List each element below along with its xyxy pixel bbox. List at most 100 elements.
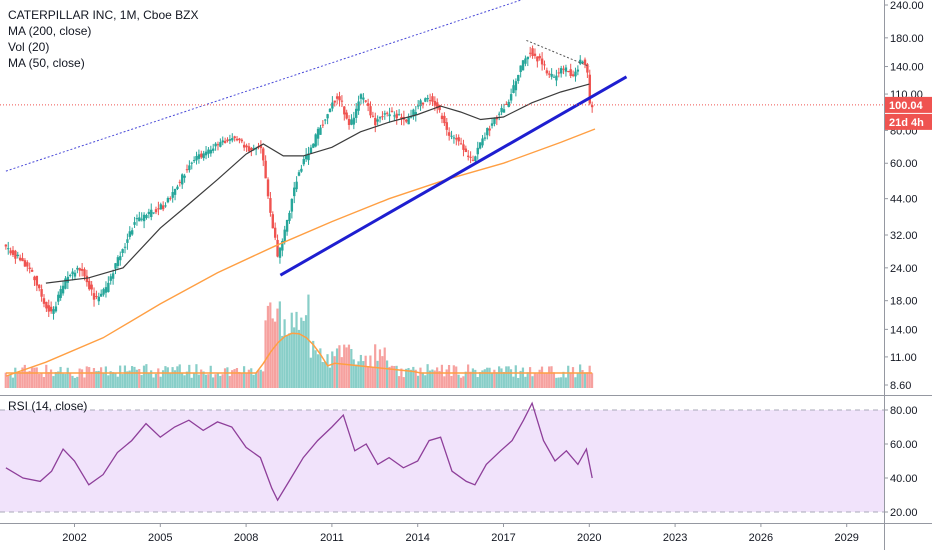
volume-bar	[54, 372, 57, 388]
rsi-tick-label: 40.00	[890, 473, 918, 485]
volume-bar	[526, 372, 529, 388]
candle-body	[169, 198, 172, 200]
volume-bar	[345, 347, 348, 388]
volume-bar	[18, 372, 22, 388]
candle-body	[176, 186, 179, 190]
volume-bar	[521, 367, 525, 388]
volume-bar	[524, 376, 527, 388]
legend-rsi: RSI (14, close)	[8, 399, 88, 413]
candle-body	[533, 53, 537, 56]
candle-body	[366, 103, 370, 106]
volume-bar	[557, 377, 560, 388]
candle-body	[264, 160, 267, 179]
candle-body	[443, 115, 446, 124]
volume-bar	[276, 308, 279, 388]
volume-bar	[47, 372, 50, 388]
candle-body	[161, 205, 165, 210]
volume-bar	[235, 368, 239, 388]
volume-bar	[85, 366, 88, 388]
candle-body	[64, 278, 67, 289]
candle-body	[567, 71, 570, 73]
volume-bar	[531, 376, 534, 388]
candle-body	[493, 118, 496, 124]
volume-bar	[269, 302, 272, 388]
candle-body	[285, 219, 289, 232]
candle-body	[123, 246, 127, 248]
volume-bar	[550, 366, 553, 388]
candle-body	[23, 260, 27, 267]
candle-body	[338, 96, 341, 101]
volume-bar	[436, 367, 439, 388]
candle-body	[281, 241, 284, 251]
candle-body	[545, 70, 549, 74]
volume-bar	[121, 374, 124, 388]
countdown-label: 21d 4h	[889, 117, 924, 129]
legend-ma50: MA (50, close)	[8, 56, 85, 70]
volume-bar	[104, 366, 107, 388]
volume-bar	[416, 375, 420, 388]
candle-body	[71, 271, 74, 275]
candle-body	[250, 147, 253, 151]
volume-bar	[428, 370, 432, 388]
candle-body	[38, 284, 41, 289]
volume-bar	[28, 370, 31, 388]
volume-bar	[359, 354, 362, 388]
volume-bar	[257, 370, 260, 388]
volume-bar	[150, 370, 153, 388]
volume-bar	[450, 375, 453, 388]
volume-bar	[128, 370, 131, 388]
candle-body	[350, 119, 353, 125]
price-tick-label: 60.00	[890, 158, 918, 170]
volume-bar	[385, 360, 389, 388]
volume-bar	[231, 370, 234, 388]
candle-body	[571, 74, 575, 76]
candle-body	[157, 208, 160, 210]
candle-body	[433, 100, 437, 106]
volume-bar	[381, 356, 384, 388]
candle-body	[381, 116, 384, 118]
candle-body	[297, 172, 301, 176]
volume-bar	[340, 357, 343, 388]
candle-body	[92, 293, 96, 300]
candle-body	[216, 144, 220, 146]
candle-body	[295, 181, 298, 190]
candle-body	[209, 149, 213, 154]
candle-body	[412, 109, 415, 117]
candle-body	[312, 143, 315, 148]
candle-body	[212, 148, 215, 151]
volume-bar	[83, 377, 86, 388]
ma50-line	[45, 83, 590, 284]
volume-bar	[507, 366, 510, 388]
candle-body	[328, 108, 332, 113]
chart-title: CATERPILLAR INC, 1M, Cboe BZX	[8, 8, 199, 22]
candle-body	[304, 154, 308, 160]
candle-body	[517, 74, 520, 82]
volume-bar	[559, 377, 563, 388]
volume-bar	[481, 370, 484, 388]
volume-bar	[321, 361, 324, 388]
volume-bar	[73, 377, 76, 388]
volume-bar	[66, 367, 69, 388]
volume-bar	[190, 377, 193, 388]
volume-bar	[130, 366, 134, 388]
volume-bar	[574, 377, 577, 388]
candle-body	[242, 144, 246, 148]
price-tick-label: 11.00	[890, 352, 917, 364]
volume-bar	[78, 368, 81, 388]
volume-bar	[71, 375, 74, 388]
volume-bar	[364, 355, 367, 388]
volume-bar	[512, 376, 515, 388]
candle-body	[145, 215, 148, 219]
volume-bar	[226, 367, 229, 388]
volume-bar	[562, 371, 565, 388]
volume-bar	[61, 373, 65, 388]
volume-bar	[567, 365, 570, 388]
candle-body	[269, 198, 272, 213]
volume-bar	[278, 301, 281, 388]
candle-body	[130, 230, 134, 235]
candle-body	[524, 58, 527, 64]
volume-bar	[397, 376, 401, 388]
volume-bar	[362, 361, 365, 388]
price-tick-label: 32.00	[890, 230, 918, 242]
